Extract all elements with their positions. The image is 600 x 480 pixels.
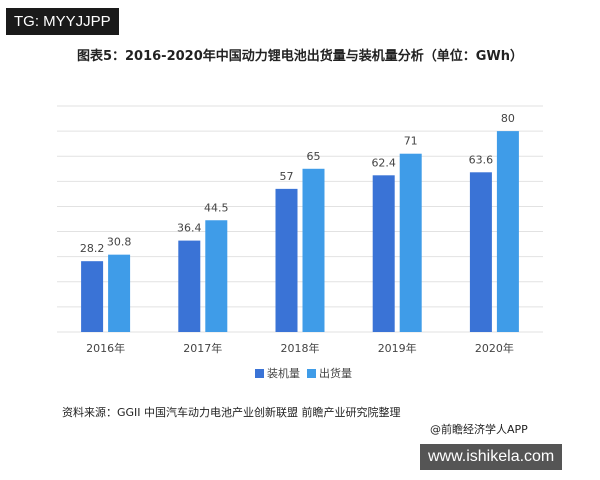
chart: 2016年 28.230.8 2017年 36.444.5 2018年 57 65 2019年… — [57, 105, 543, 380]
bar — [108, 254, 131, 332]
bar — [275, 188, 298, 332]
bar — [399, 153, 422, 332]
legend-label: 装机量 — [267, 366, 300, 380]
legend-swatch — [307, 369, 316, 378]
bar — [372, 175, 395, 332]
bar — [205, 220, 228, 332]
legend-swatch — [255, 369, 264, 378]
data-label: 65 — [307, 150, 321, 163]
chart-title: 图表5：2016-2020年中国动力锂电池出货量与装机量分析（单位：GWh） — [76, 49, 524, 64]
site-watermark: www.ishikela.com — [420, 444, 563, 470]
bar — [178, 240, 201, 332]
bar — [302, 168, 325, 332]
data-label: 80 — [501, 112, 515, 125]
source-note: 资料来源：GGII 中国汽车动力电池产业创新联盟 前瞻产业研究院整理 — [62, 406, 401, 419]
watermark: TG: MYYJJPP — [6, 8, 119, 35]
data-label: 57 — [280, 170, 294, 183]
x-tick-label: 2020年 — [475, 341, 514, 355]
data-label: 71 — [404, 135, 418, 148]
x-tick-label: 2018年 — [281, 341, 320, 355]
data-label: 44.5 — [204, 201, 229, 214]
legend-label: 出货量 — [319, 366, 352, 380]
bar — [496, 131, 519, 332]
data-label: 63.6 — [469, 153, 494, 166]
data-label: 36.4 — [177, 222, 202, 235]
data-label: 28.2 — [80, 242, 105, 255]
data-label: 30.8 — [107, 236, 132, 249]
bar — [81, 261, 104, 332]
x-tick-label: 2016年 — [86, 341, 125, 355]
credit: @前瞻经济学人APP — [430, 423, 528, 436]
bar — [469, 172, 492, 332]
x-tick-label: 2017年 — [183, 341, 222, 355]
data-label: 62.4 — [371, 156, 396, 169]
x-tick-label: 2019年 — [378, 341, 417, 355]
